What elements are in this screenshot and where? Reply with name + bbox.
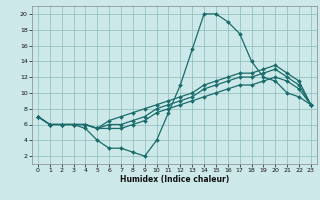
- X-axis label: Humidex (Indice chaleur): Humidex (Indice chaleur): [120, 175, 229, 184]
